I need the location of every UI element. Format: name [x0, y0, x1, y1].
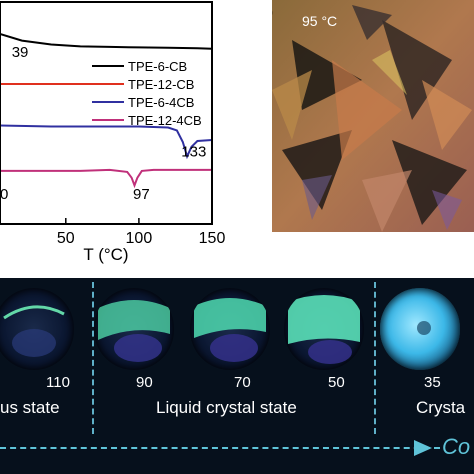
state-label-liquid-crystal: Liquid crystal state — [156, 398, 297, 417]
vial-photo-35 — [380, 288, 460, 370]
temperature-label-110: 110 — [46, 374, 70, 391]
legend-label-tpe-6-cb: TPE-6-CB — [128, 59, 187, 74]
plot-frame — [0, 1, 213, 225]
vial-photo-110 — [0, 288, 74, 370]
series-line-tpe-12-4cb — [0, 168, 212, 189]
x-tick-label-50: 50 — [57, 230, 75, 247]
temperature-label-50: 50 — [328, 374, 345, 391]
peak-annotation-0: 0 — [0, 186, 8, 203]
cooling-arrow-head — [414, 440, 432, 456]
legend-label-tpe-12-4cb: TPE-12-4CB — [128, 113, 202, 128]
state-divider-1 — [92, 282, 94, 434]
vial-photo-70 — [190, 288, 270, 370]
legend-label-tpe-6-4cb: TPE-6-4CB — [128, 95, 194, 110]
panel-b-label: b — [272, 2, 273, 22]
vial-photo-50 — [284, 288, 364, 370]
cooling-arrow-label: Co — [442, 434, 471, 459]
chart-legend: TPE-6-CB TPE-12-CB TPE-6-4CB TPE-12-4CB — [92, 59, 202, 128]
series-line-tpe-6-cb — [0, 32, 213, 50]
temperature-label-90: 90 — [136, 374, 153, 391]
x-tick-label-100: 100 — [126, 230, 153, 247]
polarized-micrograph: b 95 °C — [272, 0, 474, 232]
peak-annotation-97: 97 — [133, 186, 150, 203]
state-label-crystal: Crysta — [416, 398, 466, 417]
temperature-label-70: 70 — [234, 374, 251, 391]
peak-annotation-39: 39 — [12, 44, 29, 61]
vial-photo-90 — [94, 288, 174, 370]
dsc-chart: 50 100 150 TPE-6-CB TPE-12-CB TPE-6-4CB TPE-1… — [0, 1, 226, 264]
x-tick-label-150: 150 — [199, 230, 226, 247]
series-line-tpe-6-4cb — [0, 124, 213, 160]
state-divider-2 — [374, 282, 376, 434]
peak-annotation-133: 133 — [181, 143, 206, 160]
legend-label-tpe-12-cb: TPE-12-CB — [128, 77, 194, 92]
state-label-isotropic: us state — [0, 398, 60, 417]
x-axis-label: T (°C) — [83, 245, 128, 264]
photo-strip: 110 90 70 50 35 us state Liquid crystal … — [0, 278, 474, 474]
micrograph-temperature: 95 °C — [302, 13, 337, 29]
cooling-arrow-line — [0, 447, 440, 449]
temperature-label-35: 35 — [424, 374, 441, 391]
